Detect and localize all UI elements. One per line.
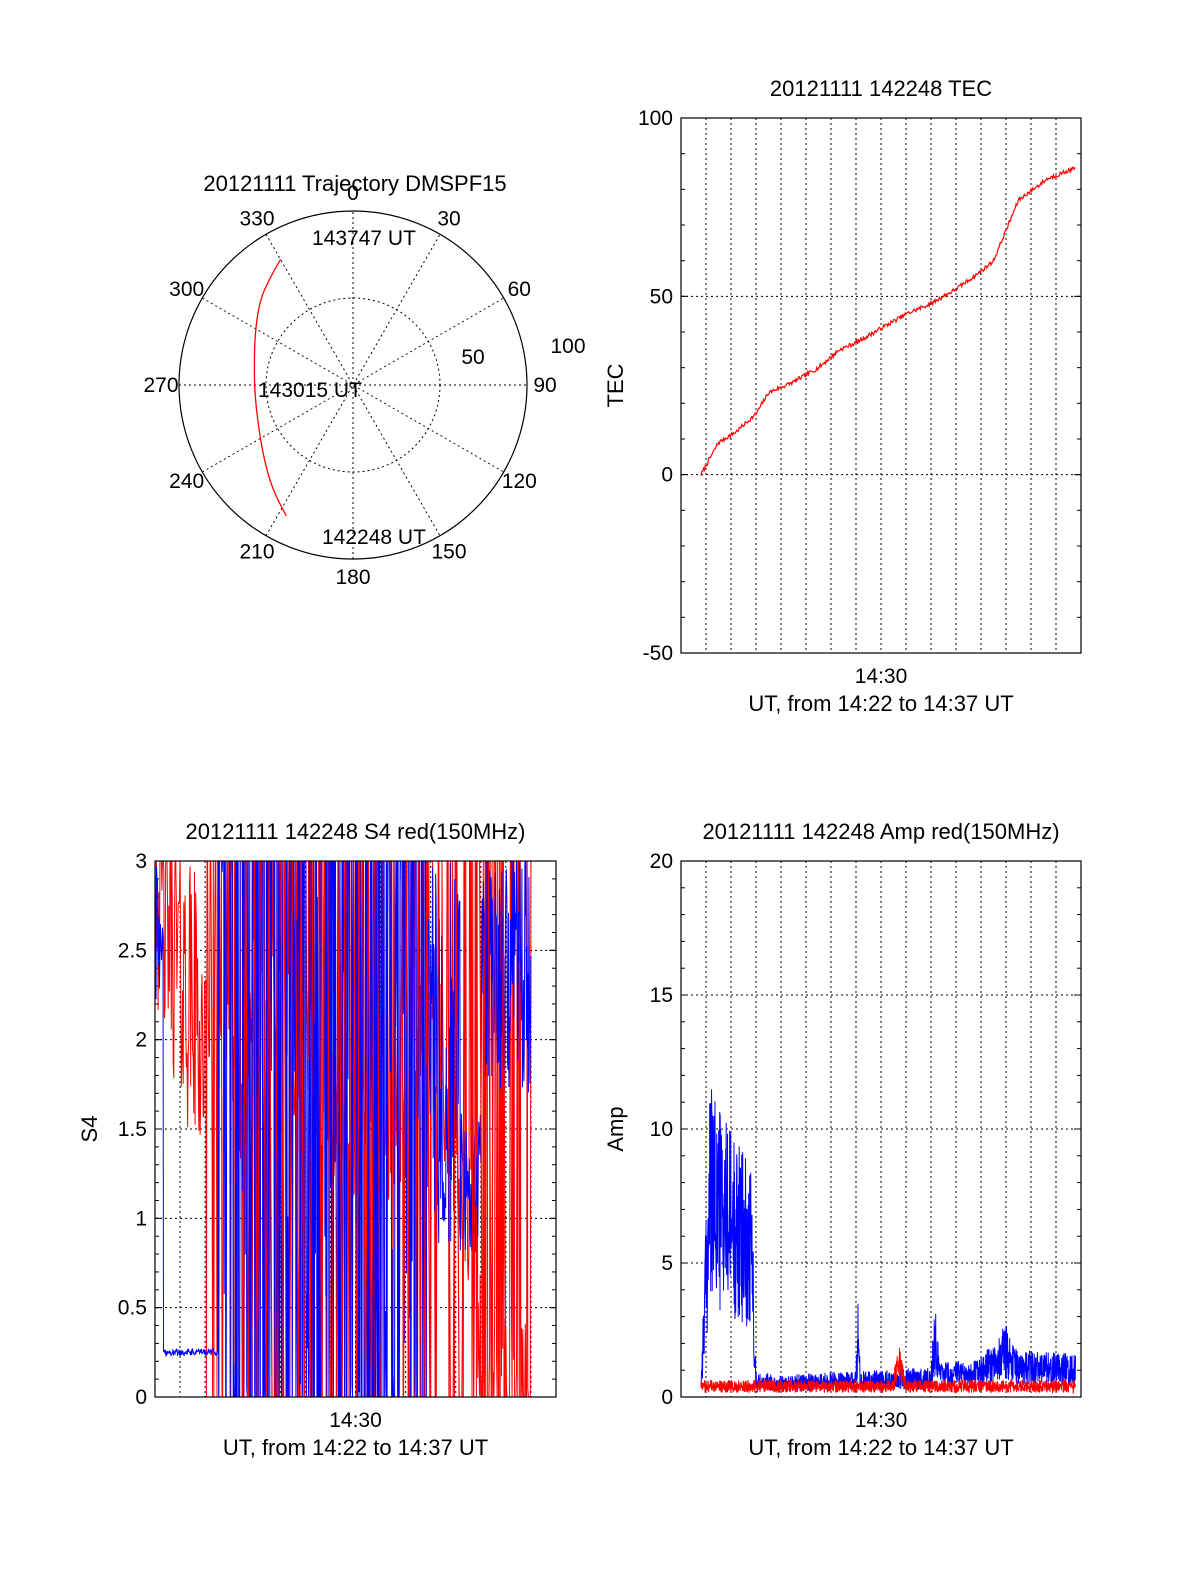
polar-outer-circle	[178, 210, 528, 560]
angle-label-210: 210	[239, 540, 274, 563]
amp-ylabel: Amp	[603, 1106, 628, 1151]
amp-ytick-label: 20	[650, 850, 673, 873]
tec-frame	[680, 117, 1082, 654]
trajectory-panel: 20121111 Trajectory DMSPF15 0 30 60 90 120 15…	[143, 171, 585, 589]
amp-series-0-line	[700, 1089, 1076, 1393]
s4-xtick-label: 14:30	[329, 1409, 382, 1432]
polar-spoke-120	[202, 297, 504, 473]
s4-xlabel: UT, from 14:22 to 14:37 UT	[223, 1435, 488, 1460]
s4-ylabel: S4	[77, 1116, 102, 1143]
tec-xtick-label: 14:30	[855, 665, 908, 688]
angle-label-330: 330	[239, 208, 274, 231]
tec-ytick-label: 50	[650, 285, 673, 308]
polar-spoke-60	[202, 297, 504, 473]
trajectory-start-label: 142248 UT	[322, 526, 426, 549]
angle-label-300: 300	[169, 278, 204, 301]
s4-ytick-label: 1	[135, 1207, 147, 1230]
trajectory-title: 20121111 Trajectory DMSPF15	[203, 171, 506, 196]
s4-ytick-label: 2	[135, 1029, 147, 1052]
s4-ytick-label: 1.5	[118, 1118, 147, 1141]
s4-title: 20121111 142248 S4 red(150MHz)	[185, 819, 525, 844]
s4-panel: 20121111 142248 S4 red(150MHz) 0 0.5 1 1.5 2 2…	[77, 819, 557, 1460]
tec-series-line	[700, 166, 1076, 476]
s4-data	[155, 861, 532, 1397]
tec-ylabel: TEC	[603, 363, 628, 407]
amp-ytick-label: 5	[661, 1252, 673, 1275]
s4-ytick-label: 3	[135, 850, 147, 873]
polar-grid	[179, 211, 527, 559]
amp-ytick-label: 10	[650, 1118, 673, 1141]
amp-xlabel: UT, from 14:22 to 14:37 UT	[748, 1435, 1013, 1460]
angle-label-0: 0	[347, 182, 359, 205]
amp-ytick-label: 15	[650, 984, 673, 1007]
trajectory-track	[253, 259, 287, 517]
tec-ytick-label: 100	[638, 107, 673, 130]
polar-spoke-150	[265, 234, 441, 536]
tec-ytick-label: -50	[643, 642, 673, 665]
amp-frame	[680, 860, 1082, 1398]
angle-label-180: 180	[335, 566, 370, 589]
s4-ytick-label: 0.5	[118, 1297, 147, 1320]
radial-label-100: 100	[550, 335, 585, 358]
angle-label-60: 60	[508, 278, 531, 301]
amp-ytick-label: 0	[661, 1386, 673, 1409]
amp-data	[700, 1089, 1076, 1395]
trajectory-middle-label: 143015 UT	[258, 379, 362, 402]
angle-label-30: 30	[437, 208, 460, 231]
tec-ytick-label: 0	[661, 464, 673, 487]
angle-label-270: 270	[143, 374, 178, 397]
tec-panel: 20121111 142248 TEC -50 0 50 100 TEC 14:30 UT, …	[603, 76, 1082, 716]
angle-label-150: 150	[431, 540, 466, 563]
polar-spoke-30	[265, 234, 441, 536]
angle-label-240: 240	[169, 470, 204, 493]
tec-xlabel: UT, from 14:22 to 14:37 UT	[748, 691, 1013, 716]
polar-angle-labels: 0 30 60 90 120 150 180 210 240 270 300 330	[143, 182, 556, 589]
amp-title: 20121111 142248 Amp red(150MHz)	[702, 819, 1059, 844]
angle-label-90: 90	[533, 374, 556, 397]
s4-blue-series-line	[155, 861, 532, 1397]
amp-series-1-line	[700, 1347, 1076, 1395]
trajectory-end-label: 143747 UT	[312, 227, 416, 250]
s4-frame	[154, 860, 557, 1398]
s4-ytick-label: 2.5	[118, 939, 147, 962]
amp-xtick-label: 14:30	[855, 1409, 908, 1432]
angle-label-120: 120	[502, 470, 537, 493]
tec-title: 20121111 142248 TEC	[770, 76, 992, 101]
tec-data	[700, 166, 1076, 476]
s4-red-series-line	[155, 861, 532, 1397]
amp-panel: 20121111 142248 Amp red(150MHz) 0 5 10 15 20 A…	[603, 819, 1082, 1460]
s4-ytick-label: 0	[135, 1386, 147, 1409]
radial-label-50: 50	[461, 346, 484, 369]
